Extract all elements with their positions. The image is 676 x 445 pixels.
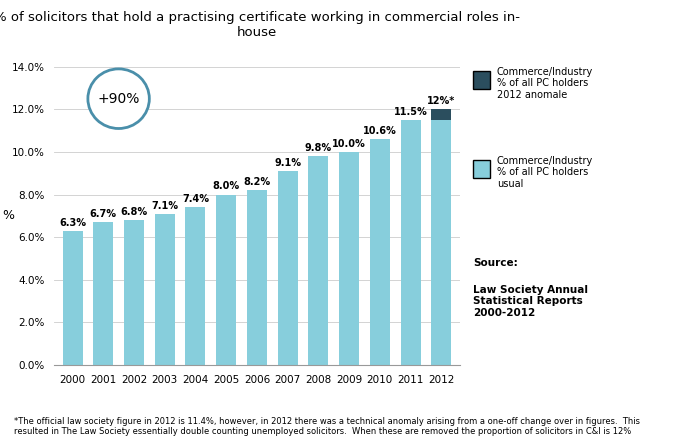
Bar: [124, 220, 144, 365]
Bar: [155, 214, 174, 365]
Text: Source:: Source:: [473, 258, 518, 268]
Bar: [308, 156, 329, 365]
Text: *The official law society figure in 2012 is 11.4%, however, in 2012 there was a : *The official law society figure in 2012…: [14, 417, 639, 436]
Text: 9.1%: 9.1%: [274, 158, 301, 168]
Text: 8.0%: 8.0%: [212, 181, 240, 191]
Text: Law Society Annual
Statistical Reports
2000-2012: Law Society Annual Statistical Reports 2…: [473, 285, 588, 318]
Bar: [216, 194, 236, 365]
Text: 10.0%: 10.0%: [332, 139, 366, 149]
Bar: [339, 152, 359, 365]
Bar: [93, 222, 113, 365]
Bar: [247, 190, 267, 365]
Ellipse shape: [88, 69, 149, 129]
Text: 6.8%: 6.8%: [120, 207, 147, 217]
Text: 9.8%: 9.8%: [305, 143, 332, 153]
Text: Commerce/Industry
% of all PC holders
usual: Commerce/Industry % of all PC holders us…: [497, 156, 593, 189]
Text: 7.4%: 7.4%: [182, 194, 209, 204]
Bar: [431, 109, 452, 120]
Text: 11.5%: 11.5%: [393, 107, 427, 117]
Text: 6.3%: 6.3%: [59, 218, 86, 227]
Bar: [62, 231, 82, 365]
Text: +90%: +90%: [97, 92, 140, 106]
Text: 7.1%: 7.1%: [151, 201, 178, 210]
Y-axis label: %: %: [3, 209, 15, 222]
Bar: [185, 207, 206, 365]
Text: 8.2%: 8.2%: [243, 177, 270, 187]
Text: 12%*: 12%*: [427, 96, 456, 106]
Bar: [400, 120, 420, 365]
Bar: [370, 139, 390, 365]
Bar: [431, 109, 452, 365]
Bar: [278, 171, 297, 365]
Text: 6.7%: 6.7%: [90, 209, 117, 219]
Text: % of solicitors that hold a practising certificate working in commercial roles i: % of solicitors that hold a practising c…: [0, 11, 520, 39]
Text: 10.6%: 10.6%: [363, 126, 397, 136]
Text: Commerce/Industry
% of all PC holders
2012 anomale: Commerce/Industry % of all PC holders 20…: [497, 67, 593, 100]
